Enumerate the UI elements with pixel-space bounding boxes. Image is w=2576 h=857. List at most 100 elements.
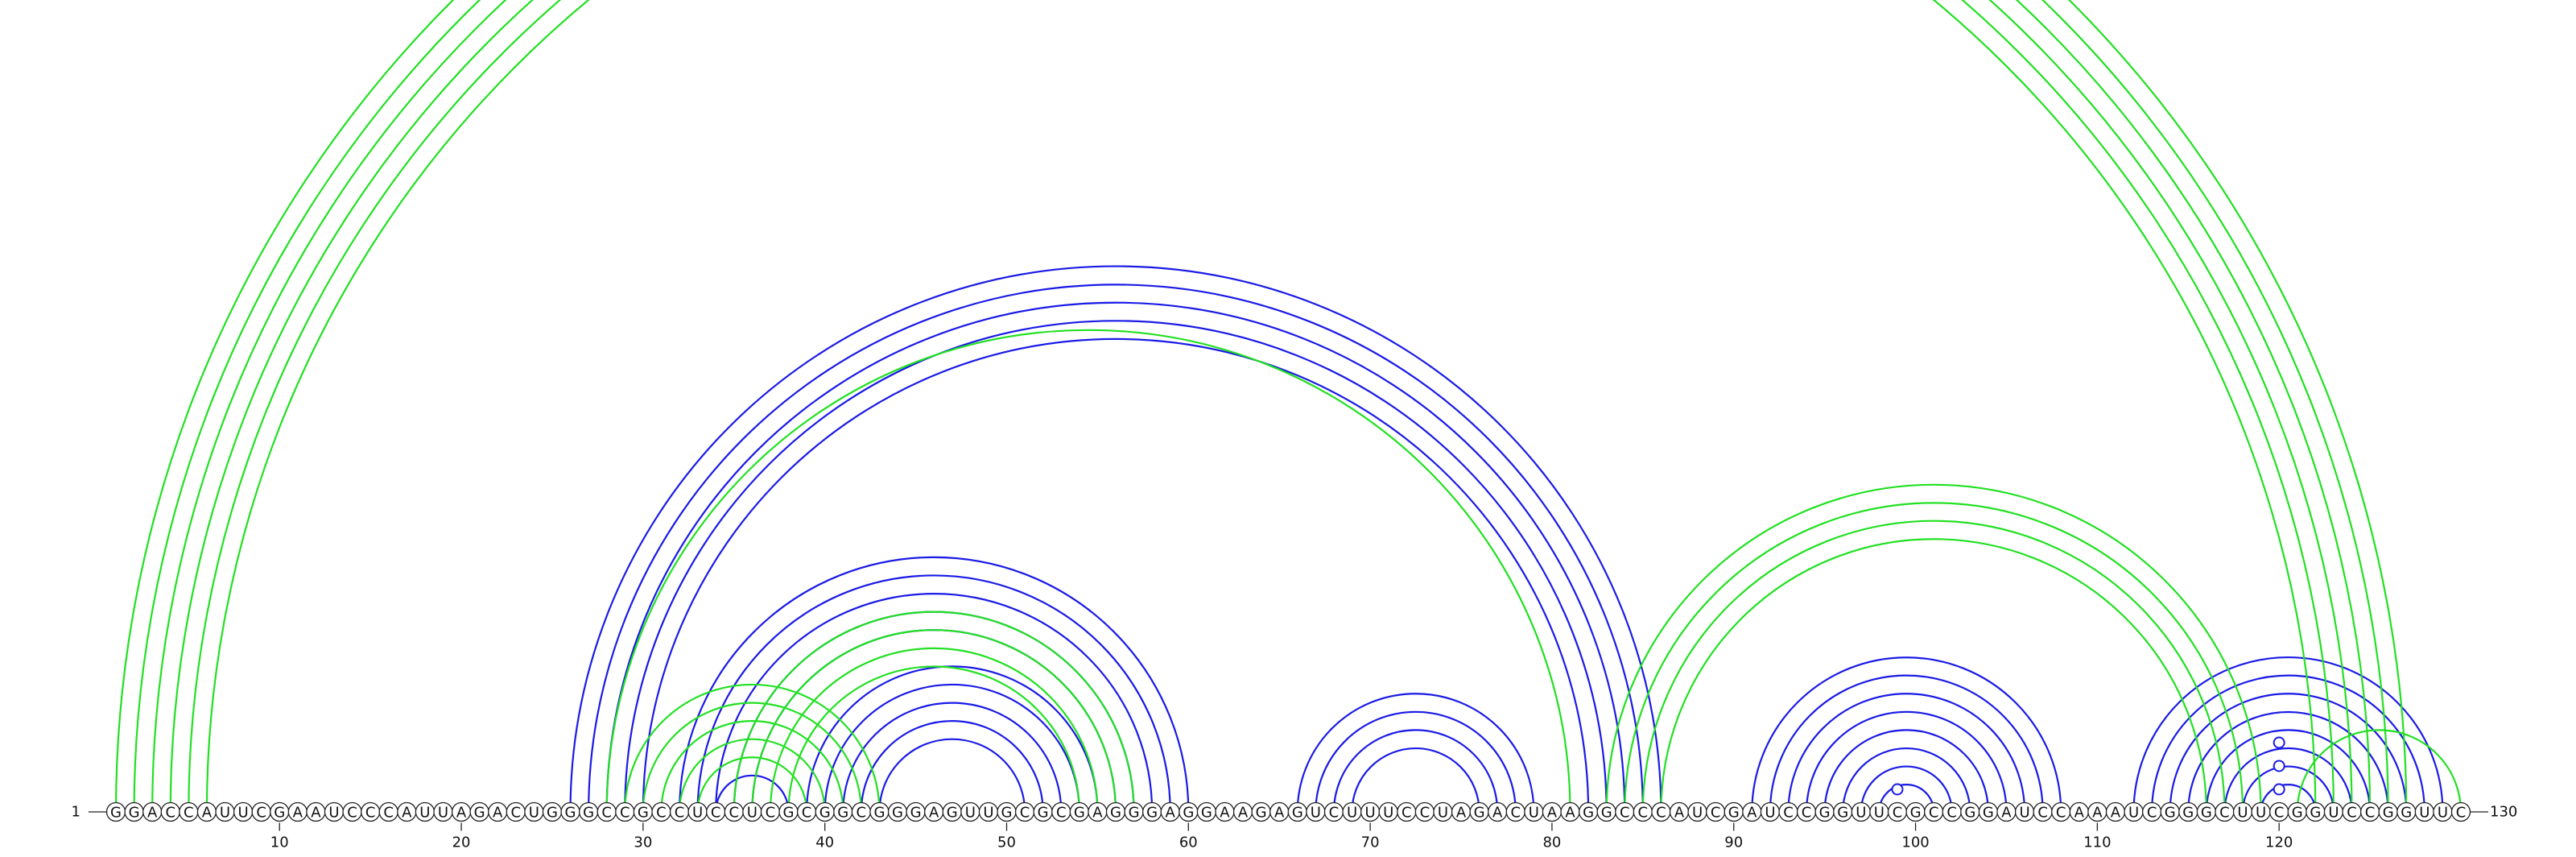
green-arc-3-125 bbox=[152, 0, 2370, 812]
blue-arc-93-106 bbox=[1787, 693, 2026, 813]
nucleotide: U bbox=[1306, 801, 1326, 822]
nucleotide-letter: G bbox=[2182, 805, 2194, 822]
nucleotide: C bbox=[851, 801, 871, 822]
nucleotide-letter: A bbox=[202, 805, 213, 822]
nucleotide: A bbox=[1232, 801, 1253, 822]
blue-arc-115-126 bbox=[2187, 711, 2389, 813]
nucleotide-letter: U bbox=[983, 805, 993, 822]
green-arc-38-54 bbox=[787, 666, 1080, 813]
nucleotide-letter: A bbox=[493, 805, 503, 822]
nucleotide: A bbox=[1088, 801, 1108, 822]
nucleotide-letter: G bbox=[547, 805, 558, 822]
nucleotide: A bbox=[1542, 801, 1563, 822]
nucleotide: C bbox=[1615, 801, 1635, 822]
nucleotide: G bbox=[1469, 801, 1489, 822]
green-arc-83-119 bbox=[1605, 483, 2262, 813]
nucleotide-letter: U bbox=[1438, 805, 1448, 822]
nucleotide-letter: C bbox=[620, 805, 630, 822]
nucleotide-letter: G bbox=[1474, 805, 1485, 822]
blue-arc-marker bbox=[2273, 760, 2285, 772]
blue-arc-117-124 bbox=[2223, 747, 2353, 813]
nucleotide: U bbox=[2414, 801, 2434, 822]
nucleotide-letter: C bbox=[383, 805, 394, 822]
nucleotide-letter: U bbox=[2019, 805, 2029, 822]
nucleotide: U bbox=[2124, 801, 2144, 822]
nucleotide-letter: C bbox=[365, 805, 376, 822]
green-arc-86-116 bbox=[1660, 539, 2207, 813]
nucleotide-letter: C bbox=[2365, 805, 2376, 822]
nucleotide-letter: G bbox=[2165, 805, 2176, 822]
nucleotide: U bbox=[1687, 801, 1707, 822]
nucleotide: G bbox=[560, 801, 580, 822]
nucleotide: U bbox=[1360, 801, 1381, 822]
blue-arc-97-102 bbox=[1860, 765, 1953, 813]
nucleotide-letter: G bbox=[1038, 805, 1049, 822]
blue-arc-66-79 bbox=[1296, 693, 1535, 813]
nucleotide: A bbox=[306, 801, 326, 822]
nucleotide-letter: U bbox=[1765, 805, 1775, 822]
nucleotide-letter: C bbox=[1420, 805, 1430, 822]
nucleotide-letter: C bbox=[1929, 805, 1939, 822]
nucleotide-letter: C bbox=[1402, 805, 1412, 822]
nucleotide-letter: C bbox=[2037, 805, 2048, 822]
nucleotide-letter: U bbox=[419, 805, 430, 822]
nucleotide: C bbox=[1414, 801, 1435, 822]
nucleotide: C bbox=[1633, 801, 1653, 822]
blue-arc-98-101 bbox=[1878, 784, 1935, 813]
nucleotide-letter: G bbox=[783, 805, 795, 822]
nucleotide: C bbox=[342, 801, 362, 822]
nucleotide: C bbox=[2269, 801, 2289, 822]
nucleotide-letter: G bbox=[2383, 805, 2394, 822]
nucleotide-letter: C bbox=[802, 805, 812, 822]
nucleotide: U bbox=[1869, 801, 1889, 822]
green-arc-33-39 bbox=[696, 756, 808, 813]
nucleotide: C bbox=[1796, 801, 1817, 822]
nucleotide-letter: U bbox=[2237, 805, 2248, 822]
nucleotide: C bbox=[724, 801, 744, 822]
nucleotide: A bbox=[1215, 801, 1235, 822]
nucleotide-letter: G bbox=[1910, 805, 1922, 822]
nucleotide: G bbox=[1105, 801, 1126, 822]
nucleotide: G bbox=[1069, 801, 1089, 822]
nucleotide: U bbox=[2014, 801, 2035, 822]
nucleotide-letter: C bbox=[1893, 805, 1903, 822]
nucleotide-letter: G bbox=[1292, 805, 1303, 822]
nucleotide: G bbox=[1833, 801, 1853, 822]
nucleotide: G bbox=[1179, 801, 1199, 822]
blue-arc-94-105 bbox=[1805, 710, 2008, 813]
nucleotide-letter: C bbox=[656, 805, 667, 822]
nucleotide-letter: G bbox=[1110, 805, 1121, 822]
nucleotide: C bbox=[2359, 801, 2380, 822]
nucleotide-letter: U bbox=[1874, 805, 1885, 822]
nucleotide: C bbox=[1505, 801, 1525, 822]
blue-arc-marker bbox=[2273, 783, 2285, 796]
nucleotide: C bbox=[597, 801, 617, 822]
nucleotide-letter: A bbox=[1674, 805, 1685, 822]
nucleotide: U bbox=[2232, 801, 2253, 822]
green-arc-4-124 bbox=[169, 0, 2353, 813]
nucleotide-letter: A bbox=[293, 805, 303, 822]
nucleotide-letter: C bbox=[1620, 805, 1630, 822]
blue-arc-39-55 bbox=[805, 665, 1099, 813]
nucleotide: U bbox=[524, 801, 544, 822]
nucleotide-letter: G bbox=[2292, 805, 2303, 822]
nucleotide: G bbox=[578, 801, 599, 822]
nucleotide: U bbox=[233, 801, 254, 822]
nucleotide-letter: C bbox=[857, 805, 867, 822]
nucleotide: C bbox=[651, 801, 671, 822]
nucleotide-letter: A bbox=[929, 805, 939, 822]
nucleotide-letter: U bbox=[747, 805, 758, 822]
nucleotide-letter: A bbox=[1565, 805, 1575, 822]
baseline-layer: 1 130 bbox=[72, 804, 2518, 821]
nucleotide: U bbox=[960, 801, 980, 822]
nucleotide-letter: U bbox=[1529, 805, 1539, 822]
blue-arc-114-127 bbox=[2169, 693, 2408, 813]
nucleotide: G bbox=[833, 801, 853, 822]
position-axis: 10 20 30 40 50 60 70 80 90 100 110 120 bbox=[270, 822, 2293, 851]
nucleotide-letter: C bbox=[1783, 805, 1794, 822]
tick-label: 10 bbox=[270, 834, 289, 851]
nucleotide: G bbox=[2378, 801, 2398, 822]
tick-label: 100 bbox=[1901, 834, 1929, 851]
blue-arc-113-128 bbox=[2151, 674, 2425, 813]
